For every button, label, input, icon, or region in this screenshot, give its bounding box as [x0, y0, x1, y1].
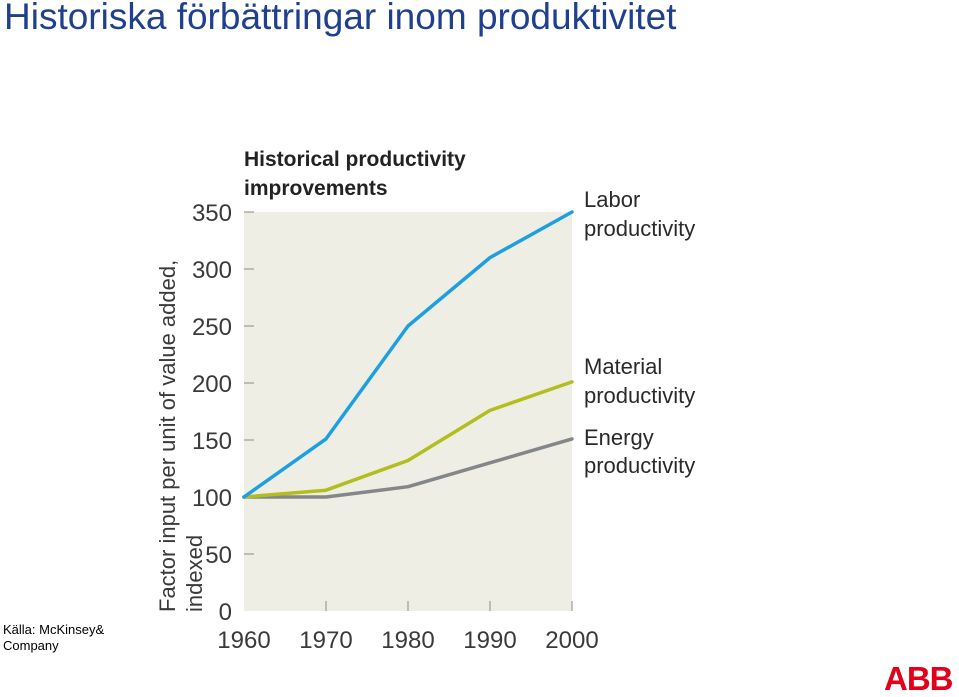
chart-title-line1: Historical productivity — [244, 148, 466, 171]
chart-title-line2: improvements — [244, 177, 388, 200]
slide-title: Historiska förbättringar inom produktivi… — [4, 0, 677, 37]
x-tick-label: 2000 — [545, 627, 598, 654]
y-tick-label: 200 — [192, 371, 232, 398]
energy-label-line1: Energy — [584, 425, 654, 450]
source-note: Källa: McKinsey& Company — [3, 622, 123, 654]
energy-label-line2: productivity — [584, 453, 695, 478]
material-label-line1: Material — [584, 354, 662, 379]
axis-ticks: 0 50 100 150 200 250 300 350 1960 1970 1980 1990 200… — [192, 200, 599, 654]
y-tick-label: 100 — [192, 485, 232, 512]
source-line-1: Källa: McKinsey& — [3, 622, 105, 637]
y-tick-label: 150 — [192, 428, 232, 455]
abb-logo: ABB — [884, 660, 953, 697]
x-tick-label: 1980 — [381, 627, 434, 654]
x-tick-label: 1990 — [463, 627, 516, 654]
source-line-2: Company — [3, 638, 59, 653]
labor-label-line2: productivity — [584, 216, 695, 241]
y-tick-label: 0 — [219, 599, 232, 626]
y-axis-label-line1: Factor input per unit of value added, — [155, 260, 180, 612]
y-axis-label-line2: indexed — [182, 535, 207, 612]
x-tick-label: 1970 — [299, 627, 352, 654]
series-labels: Labor productivity Material productivity Ene… — [584, 187, 695, 478]
material-label-line2: productivity — [584, 383, 695, 408]
y-tick-label: 50 — [205, 542, 232, 569]
y-tick-label: 300 — [192, 257, 232, 284]
series-lines — [242, 210, 574, 499]
plot-background — [244, 212, 572, 611]
x-tick-label: 1960 — [217, 627, 270, 654]
y-tick-label: 250 — [192, 314, 232, 341]
labor-label-line1: Labor — [584, 187, 640, 212]
y-tick-label: 350 — [192, 200, 232, 227]
